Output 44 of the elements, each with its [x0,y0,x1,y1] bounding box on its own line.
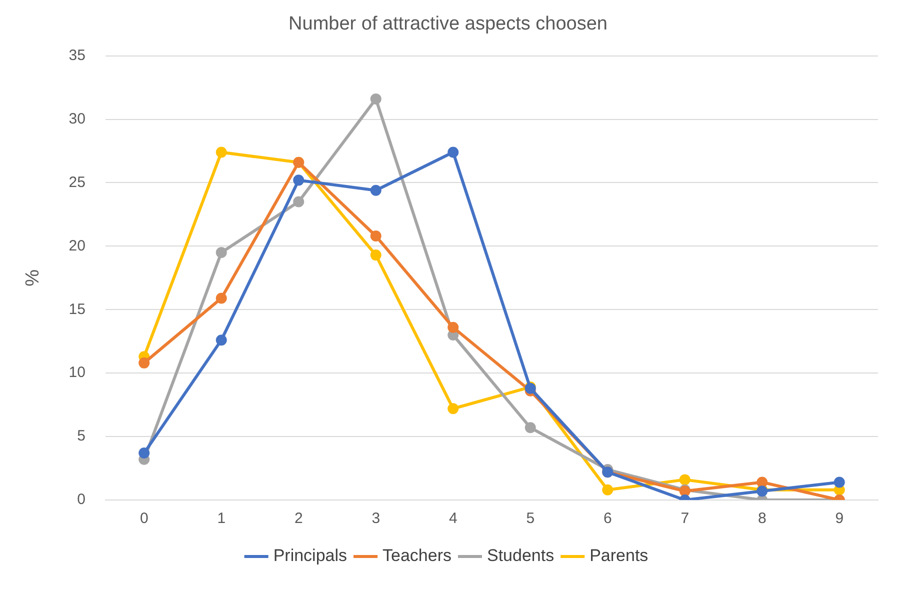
y-tick-label: 5 [77,428,86,445]
point [834,476,845,488]
point [293,174,304,186]
point [370,184,382,196]
point [138,357,150,368]
y-tick-label: 10 [68,364,86,382]
point [293,196,304,208]
point [138,448,150,459]
x-tick-label: 2 [294,510,303,528]
point [679,474,690,486]
point [370,250,382,261]
point [216,146,227,158]
legend-label: Students [486,546,554,566]
y-axis-title: % [22,269,44,286]
point [602,484,614,496]
x-tick-label: 6 [603,510,612,528]
point [448,403,459,414]
x-tick-label: 8 [758,510,766,528]
point [370,230,382,242]
chart-title: Number of attractive aspects choosen [288,14,608,35]
x-tick-label: 4 [448,510,458,528]
x-tick-label: 7 [680,510,690,528]
x-tick-label: 9 [835,510,844,528]
point [370,93,382,104]
x-tick-label: 0 [140,510,148,528]
y-tick-label: 25 [68,174,86,191]
legend-label: Principals [273,546,348,566]
y-tick-label: 20 [68,237,86,254]
y-tick-label: 15 [68,300,86,318]
point [216,334,227,346]
y-tick-label: 0 [77,491,86,508]
y-tick-label: 30 [68,110,86,128]
point [448,322,459,333]
x-tick-label: 3 [372,510,380,528]
x-tick-label: 5 [526,510,535,528]
legend-label: Parents [590,546,648,566]
point [216,247,227,258]
legend-label: Teachers [382,546,452,566]
y-tick-label: 35 [68,46,86,64]
point [756,476,768,488]
point [216,292,227,304]
point [448,146,459,158]
x-tick-label: 1 [217,510,226,528]
point [524,422,536,434]
